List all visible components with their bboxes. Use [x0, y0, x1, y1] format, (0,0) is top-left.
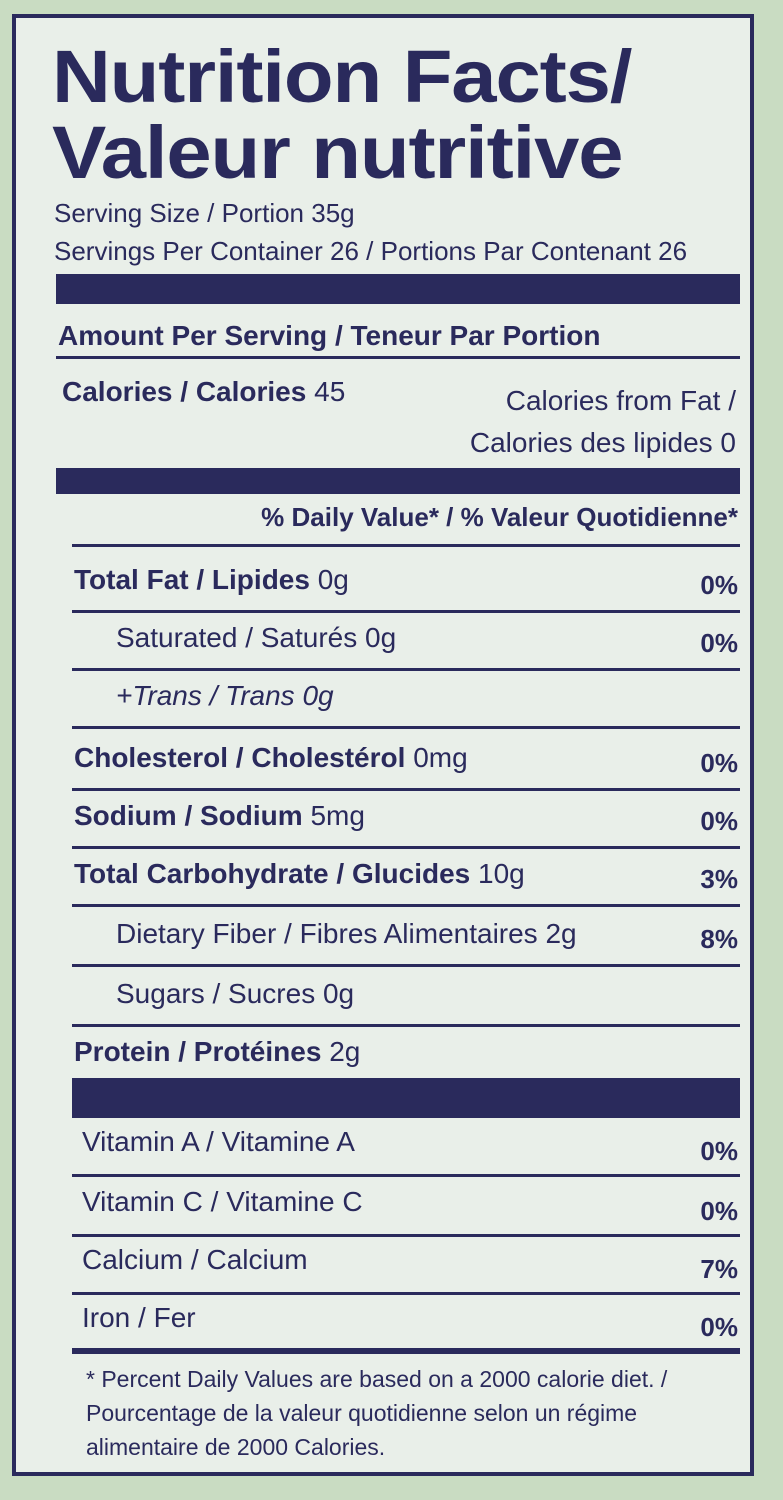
- nutrient-amount: 2g: [329, 1036, 361, 1067]
- nutrient-amount: 0g: [317, 564, 349, 595]
- nutrient-name: Saturated / Saturés 0g: [116, 622, 396, 654]
- nutrition-label: Nutrition Facts/ Valeur nutritive Servin…: [12, 14, 754, 1476]
- thick-divider: [72, 1078, 740, 1118]
- vitamin-daily-value: 0%: [700, 1196, 738, 1226]
- divider: [72, 1024, 740, 1027]
- nutrient-name: Dietary Fiber / Fibres Alimentaires 2g: [116, 918, 577, 950]
- nutrient-daily-value: 0%: [700, 748, 738, 778]
- nutrient-daily-value: 0%: [700, 570, 738, 600]
- vitamin-row: Vitamin C / Vitamine C 0%: [16, 1184, 750, 1237]
- nutrient-daily-value: 0%: [700, 806, 738, 836]
- nutrient-name: Cholesterol / Cholestérol 0mg: [74, 742, 468, 774]
- nutrient-row: +Trans / Trans 0g: [16, 672, 750, 729]
- nutrient-label: Sodium / Sodium: [74, 800, 303, 831]
- vitamin-daily-value: 7%: [700, 1254, 738, 1284]
- nutrient-daily-value: 3%: [700, 864, 738, 894]
- divider: [56, 356, 740, 359]
- divider: [72, 1348, 740, 1354]
- nutrient-row: Sugars / Sucres 0g: [16, 970, 750, 1027]
- nutrient-row: Saturated / Saturés 0g 0%: [16, 614, 750, 671]
- thick-divider: [56, 274, 740, 304]
- divider: [72, 904, 740, 907]
- divider: [72, 610, 740, 613]
- calories-from-fat-line1: Calories from Fat /: [505, 385, 736, 416]
- vitamin-row: Calcium / Calcium 7%: [16, 1242, 750, 1295]
- nutrient-daily-value: 8%: [700, 924, 738, 954]
- servings-per-container: Servings Per Container 26 / Portions Par…: [54, 236, 688, 266]
- footnote: * Percent Daily Values are based on a 20…: [86, 1362, 667, 1464]
- nutrient-row: Dietary Fiber / Fibres Alimentaires 2g 8%: [16, 910, 750, 967]
- nutrient-label: Cholesterol / Cholestérol: [74, 742, 406, 773]
- nutrient-amount: 0g: [365, 622, 397, 653]
- nutrient-label: Total Fat / Lipides: [74, 564, 310, 595]
- divider: [72, 1234, 740, 1237]
- nutrient-name: Sugars / Sucres 0g: [116, 978, 354, 1010]
- footnote-line: * Percent Daily Values are based on a 20…: [86, 1366, 668, 1392]
- calories-label: Calories / Calories: [62, 376, 307, 407]
- vitamin-daily-value: 0%: [700, 1312, 738, 1342]
- footnote-line: alimentaire de 2000 Calories.: [86, 1434, 386, 1460]
- nutrient-row: Sodium / Sodium 5mg 0%: [16, 792, 750, 849]
- nutrient-name: Sodium / Sodium 5mg: [74, 800, 365, 832]
- title-line2: Valeur nutritive: [52, 111, 624, 194]
- nutrient-amount: 2g: [545, 918, 577, 949]
- nutrient-row: Protein / Protéines 2g: [16, 1028, 750, 1068]
- vitamin-label: Iron / Fer: [82, 1302, 196, 1333]
- nutrient-label: Sugars / Sucres: [116, 978, 316, 1009]
- nutrient-amount: 10g: [478, 858, 525, 889]
- divider: [72, 1292, 740, 1295]
- nutrient-row: Total Carbohydrate / Glucides 10g 3%: [16, 850, 750, 907]
- daily-value-header: % Daily Value* / % Valeur Quotidienne*: [261, 502, 738, 532]
- title-line1: Nutrition Facts/: [52, 35, 632, 118]
- calories-from-fat: Calories from Fat / Calories des lipides…: [470, 380, 736, 464]
- amount-per-serving: Amount Per Serving / Teneur Par Portion: [58, 320, 601, 351]
- nutrient-label: +Trans / Trans: [116, 680, 295, 711]
- vitamin-row: Vitamin A / Vitamine A 0%: [16, 1124, 750, 1177]
- nutrient-name: +Trans / Trans 0g: [116, 680, 334, 712]
- nutrient-name: Total Carbohydrate / Glucides 10g: [74, 858, 525, 890]
- nutrient-label: Dietary Fiber / Fibres Alimentaires: [116, 918, 538, 949]
- vitamin-daily-value: 0%: [700, 1136, 738, 1166]
- nutrient-name: Protein / Protéines 2g: [74, 1036, 360, 1068]
- divider: [72, 846, 740, 849]
- calories-row: Calories / Calories 45: [62, 376, 345, 408]
- vitamin-label: Calcium / Calcium: [82, 1244, 308, 1275]
- nutrient-daily-value: 0%: [700, 628, 738, 658]
- nutrient-label: Protein / Protéines: [74, 1036, 322, 1067]
- nutrient-amount: 0g: [302, 680, 334, 711]
- calories-from-fat-line2: Calories des lipides 0: [469, 427, 736, 458]
- calories-value: 45: [314, 376, 346, 407]
- nutrient-amount: 0mg: [413, 742, 468, 773]
- nutrient-row: Cholesterol / Cholestérol 0mg 0%: [16, 734, 750, 791]
- vitamin-label: Vitamin C / Vitamine C: [82, 1186, 363, 1217]
- divider: [72, 964, 740, 967]
- nutrient-row: Total Fat / Lipides 0g 0%: [16, 556, 750, 613]
- nutrient-label: Total Carbohydrate / Glucides: [74, 858, 471, 889]
- divider: [72, 726, 740, 729]
- nutrient-label: Saturated / Saturés: [116, 622, 358, 653]
- divider: [72, 544, 740, 547]
- divider: [72, 1174, 740, 1177]
- thick-divider: [56, 468, 740, 494]
- vitamin-row: Iron / Fer 0%: [16, 1300, 750, 1342]
- divider: [72, 668, 740, 671]
- serving-size: Serving Size / Portion 35g: [54, 198, 355, 228]
- nutrient-amount: 5mg: [310, 800, 365, 831]
- footnote-line: Pourcentage de la valeur quotidienne sel…: [86, 1400, 638, 1426]
- nutrient-amount: 0g: [322, 978, 355, 1009]
- divider: [72, 788, 740, 791]
- nutrient-name: Total Fat / Lipides 0g: [74, 564, 349, 596]
- vitamin-label: Vitamin A / Vitamine A: [82, 1126, 355, 1157]
